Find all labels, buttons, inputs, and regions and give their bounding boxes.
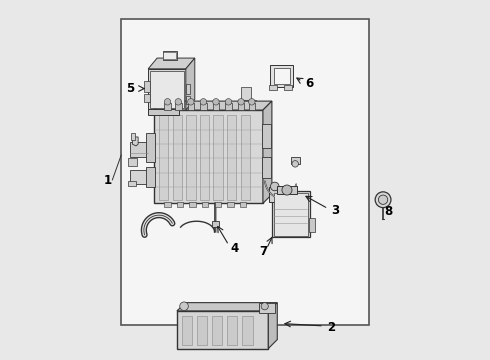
Bar — [128, 181, 136, 186]
Bar — [241, 116, 250, 200]
Circle shape — [270, 182, 279, 191]
Bar — [153, 110, 263, 203]
Bar — [259, 303, 275, 313]
Bar — [242, 87, 251, 105]
Bar — [131, 133, 135, 140]
Polygon shape — [153, 101, 272, 110]
Polygon shape — [148, 58, 195, 69]
Circle shape — [213, 99, 219, 105]
Bar — [159, 116, 168, 200]
Bar — [197, 316, 207, 345]
Circle shape — [180, 302, 188, 311]
Bar — [122, 19, 368, 325]
Bar — [186, 96, 190, 104]
Bar — [225, 103, 232, 110]
Circle shape — [188, 99, 194, 105]
Bar — [147, 134, 155, 162]
Bar — [164, 103, 171, 110]
Text: 3: 3 — [331, 204, 339, 217]
Text: 4: 4 — [230, 242, 238, 255]
Bar — [188, 103, 194, 110]
Circle shape — [292, 161, 298, 167]
Bar — [200, 116, 209, 200]
Bar — [238, 103, 245, 110]
Circle shape — [282, 185, 292, 195]
Bar — [227, 316, 238, 345]
Bar — [148, 109, 179, 116]
Bar — [285, 85, 292, 90]
Bar — [202, 202, 208, 207]
Bar — [200, 103, 207, 110]
Bar — [163, 51, 177, 60]
Bar — [186, 84, 190, 94]
Bar — [214, 116, 223, 200]
Bar — [277, 186, 297, 194]
Circle shape — [261, 303, 269, 310]
Bar — [270, 85, 276, 90]
Polygon shape — [177, 303, 277, 311]
Bar — [182, 316, 192, 345]
Polygon shape — [269, 303, 277, 348]
Bar — [163, 52, 176, 59]
Bar — [144, 81, 149, 92]
Bar — [291, 157, 299, 164]
Bar — [248, 103, 255, 110]
Bar — [186, 116, 196, 200]
Bar — [177, 202, 183, 207]
Bar — [150, 71, 184, 108]
Bar — [129, 141, 148, 157]
Text: 1: 1 — [104, 174, 112, 186]
Circle shape — [238, 99, 245, 105]
Bar — [129, 170, 147, 184]
Bar — [172, 116, 182, 200]
Bar — [227, 202, 234, 207]
Circle shape — [175, 99, 181, 105]
Bar — [272, 191, 310, 237]
Text: 8: 8 — [384, 205, 392, 218]
Bar — [262, 157, 271, 178]
Circle shape — [225, 99, 232, 105]
Bar — [213, 103, 219, 110]
Bar — [243, 316, 252, 345]
Bar — [240, 202, 246, 207]
Bar — [215, 202, 221, 207]
Bar — [147, 167, 155, 187]
Bar — [212, 316, 222, 345]
Polygon shape — [132, 137, 138, 146]
Bar — [190, 202, 196, 207]
Polygon shape — [186, 58, 195, 110]
Polygon shape — [263, 101, 272, 203]
Bar — [212, 221, 219, 226]
Bar — [270, 187, 280, 202]
Bar — [144, 94, 149, 102]
Text: 6: 6 — [305, 77, 314, 90]
Bar — [148, 69, 186, 110]
Bar — [309, 218, 315, 232]
Bar — [262, 125, 271, 148]
Bar — [128, 158, 137, 166]
Text: 7: 7 — [260, 245, 268, 258]
Bar — [242, 100, 256, 105]
Text: 5: 5 — [126, 82, 135, 95]
Circle shape — [375, 192, 391, 208]
Text: 2: 2 — [327, 321, 335, 334]
Bar — [175, 103, 181, 110]
Circle shape — [200, 99, 207, 105]
Bar — [274, 193, 308, 235]
Bar — [227, 116, 236, 200]
Circle shape — [248, 99, 255, 105]
Bar — [274, 68, 290, 84]
Bar — [270, 65, 294, 87]
Circle shape — [378, 195, 388, 204]
Bar — [164, 202, 171, 207]
Bar — [177, 311, 269, 348]
Circle shape — [164, 99, 171, 105]
